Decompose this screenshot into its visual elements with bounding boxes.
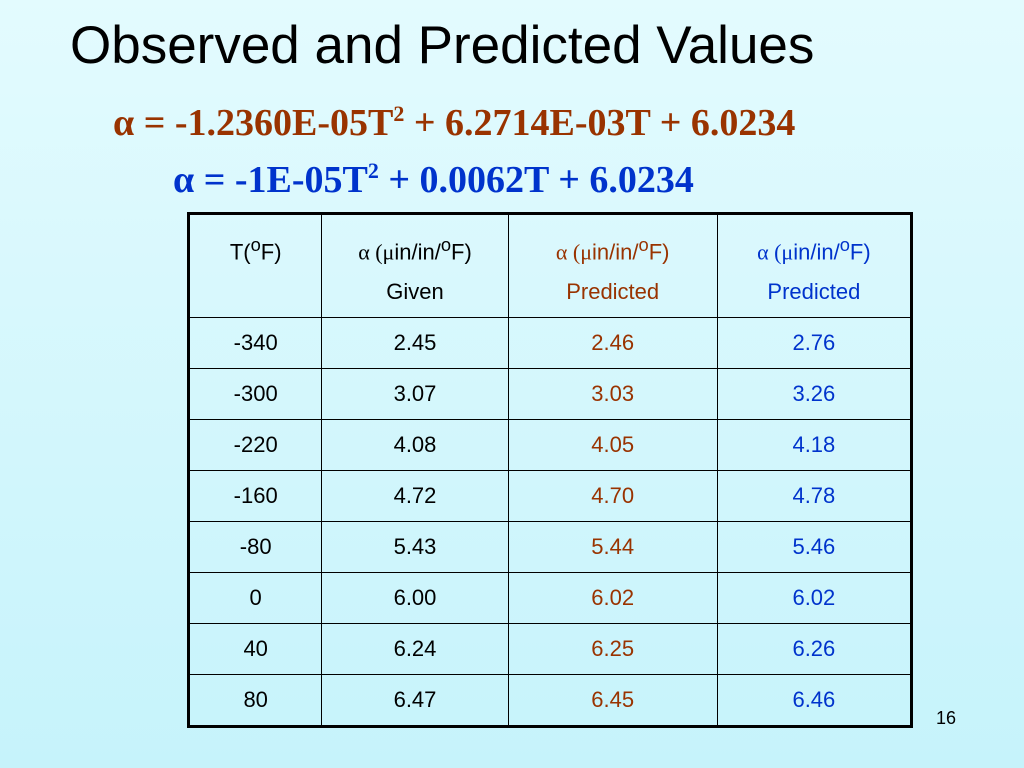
cell-given: 6.47 [321,674,509,727]
header-predicted-rounded-suffix: F) [849,239,871,265]
header-given-suffix: F) [451,239,472,265]
table-row: -300 3.07 3.03 3.26 [187,368,913,420]
cell-temperature: -160 [187,470,323,522]
header-temperature-prefix: T( [229,239,251,265]
header-predicted-rounded: α (μin/in/oF) Predicted [716,213,913,318]
cell-temperature: -340 [187,317,323,369]
cell-predicted-fitted: 5.44 [507,521,718,573]
cell-temperature: 0 [187,572,323,624]
cell-predicted-fitted: 6.45 [507,674,718,727]
header-given-degree: o [440,234,452,255]
cell-predicted-rounded: 4.78 [716,470,913,522]
table-row: 80 6.47 6.45 6.46 [187,674,913,727]
header-predicted-rounded-degree: o [839,234,850,255]
table-row: -340 2.45 2.46 2.76 [187,317,913,369]
equation-rounded-lead: α = -1E-05T [173,159,368,201]
header-given-unit: in/in/ [394,239,441,265]
cell-predicted-fitted: 2.46 [507,317,718,369]
cell-temperature: 80 [187,674,323,727]
header-predicted-rounded-greek: α (μ [757,239,794,265]
cell-predicted-fitted: 6.02 [507,572,718,624]
cell-predicted-rounded: 3.26 [716,368,913,420]
cell-temperature: -220 [187,419,323,471]
header-predicted-fitted-sublabel: Predicted [566,279,660,305]
cell-given: 4.08 [321,419,509,471]
header-predicted-fitted-greek: α (μ [555,239,593,265]
cell-predicted-fitted: 4.05 [507,419,718,471]
header-predicted-fitted-suffix: F) [648,239,670,265]
header-predicted-rounded-unit: in/in/ [793,239,840,265]
table-row: -220 4.08 4.05 4.18 [187,419,913,471]
cell-predicted-fitted: 6.25 [507,623,718,675]
cell-temperature: -80 [187,521,323,573]
equation-rounded-exponent: 2 [367,158,379,183]
cell-given: 3.07 [321,368,509,420]
header-temperature: T(oF) [187,213,323,318]
equation-fitted-tail: + 6.2714E-03T + 6.0234 [404,102,796,144]
cell-given: 5.43 [321,521,509,573]
cell-predicted-fitted: 3.03 [507,368,718,420]
header-given-greek: α (μ [358,239,395,265]
cell-temperature: -300 [187,368,323,420]
table-body: -340 2.45 2.46 2.76 -300 3.07 3.03 3.26 … [187,317,913,727]
equation-fitted-exponent: 2 [393,101,405,126]
cell-temperature: 40 [187,623,323,675]
table-row: -160 4.72 4.70 4.78 [187,470,913,522]
cell-given: 6.00 [321,572,509,624]
table-row: -80 5.43 5.44 5.46 [187,521,913,573]
header-given-sublabel: Given [386,279,444,305]
header-given: α (μin/in/oF) Given [321,213,509,318]
table-row: 40 6.24 6.25 6.26 [187,623,913,675]
header-predicted-fitted: α (μin/in/oF) Predicted [507,213,718,318]
equation-fitted: α = -1.2360E-05T2 + 6.2714E-03T + 6.0234 [113,101,795,145]
header-temperature-suffix: F) [260,239,282,265]
cell-given: 2.45 [321,317,509,369]
equation-fitted-lead: α = -1.2360E-05T [113,102,394,144]
equation-rounded-tail: + 0.0062T + 6.0234 [378,159,694,201]
cell-predicted-rounded: 4.18 [716,419,913,471]
equation-rounded: α = -1E-05T2 + 0.0062T + 6.0234 [173,158,694,202]
cell-predicted-rounded: 5.46 [716,521,913,573]
header-predicted-fitted-unit: in/in/ [592,239,639,265]
cell-predicted-rounded: 6.46 [716,674,913,727]
header-predicted-fitted-degree: o [638,234,649,255]
cell-given: 4.72 [321,470,509,522]
header-temperature-degree: o [250,234,261,255]
table-row: 0 6.00 6.02 6.02 [187,572,913,624]
cell-given: 6.24 [321,623,509,675]
slide-title: Observed and Predicted Values [70,16,815,75]
cell-predicted-rounded: 2.76 [716,317,913,369]
cell-predicted-rounded: 6.26 [716,623,913,675]
table-header-row: T(oF) α (μin/in/oF) Given α (μin/in/oF) … [187,213,913,318]
cell-predicted-rounded: 6.02 [716,572,913,624]
header-predicted-rounded-sublabel: Predicted [767,279,861,305]
values-table: T(oF) α (μin/in/oF) Given α (μin/in/oF) … [187,212,913,728]
cell-predicted-fitted: 4.70 [507,470,718,522]
slide-number: 16 [936,708,957,728]
